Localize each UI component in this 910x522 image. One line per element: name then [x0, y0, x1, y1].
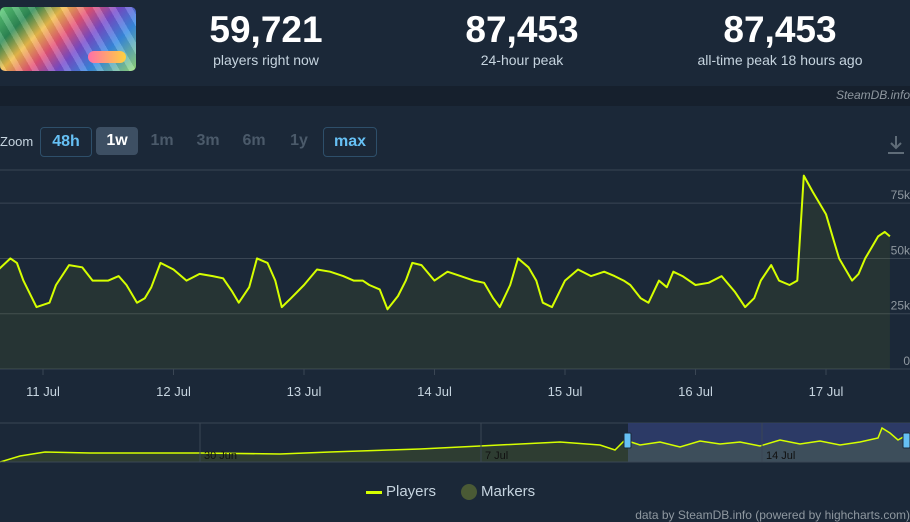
steamdb-credit-bottom[interactable]: data by SteamDB.info (powered by highcha… — [635, 508, 910, 522]
y-tick-label-2: 50k — [891, 243, 910, 257]
all-time-peak-label: all-time peak 18 hours ago — [697, 52, 863, 68]
header-divider-band — [0, 86, 910, 106]
y-tick-label-1: 25k — [891, 299, 910, 313]
x-tick-label-3: 14 Jul — [417, 384, 452, 399]
x-tick-label-1: 12 Jul — [156, 384, 191, 399]
navigator: 30 Jun 7 Jul 14 Jul — [0, 422, 910, 463]
peak-24h-value: 87,453 — [465, 9, 579, 50]
legend-players[interactable]: Players — [366, 483, 436, 500]
capsule-logo — [88, 51, 126, 63]
navigator-selected-range — [628, 423, 910, 462]
all-time-peak-value: 87,453 — [723, 9, 837, 50]
y-axis-ticks: 0 25k 50k 75k — [891, 188, 910, 368]
zoom-1y-button[interactable]: 1y — [290, 132, 308, 149]
legend-players-swatch — [366, 490, 382, 494]
series-players-line — [0, 174, 891, 311]
grid-lines — [0, 169, 910, 370]
x-tick-label-4: 15 Jul — [548, 384, 583, 399]
x-tick-label-2: 13 Jul — [287, 384, 322, 399]
x-tick-label-0: 11 Jul — [26, 384, 60, 399]
navigator-tick-label-2: 14 Jul — [766, 450, 795, 462]
zoom-48h-button[interactable]: 48h — [40, 127, 92, 157]
stats-header: 59,721 players right now 87,453 24-hour … — [0, 0, 910, 86]
zoom-max-button[interactable]: max — [323, 127, 377, 157]
navigator-handle-left[interactable] — [623, 432, 632, 449]
series-line — [0, 174, 891, 311]
zoom-6m-button[interactable]: 6m — [242, 132, 266, 149]
navigator-tick-label-1: 7 Jul — [485, 450, 508, 462]
y-tick-label-0: 0 — [903, 354, 910, 368]
legend-markers[interactable]: Markers — [461, 483, 536, 501]
current-players-label: players right now — [213, 52, 319, 68]
download-icon[interactable] — [886, 134, 906, 156]
steamdb-credit-top[interactable]: SteamDB.info — [835, 88, 910, 102]
legend-markers-swatch — [461, 484, 477, 501]
navigator-handle-right[interactable] — [902, 432, 910, 449]
navigator-tick-label-0: 30 Jun — [204, 450, 237, 462]
peak-24h-label: 24-hour peak — [480, 52, 564, 68]
game-capsule-image[interactable] — [0, 7, 136, 71]
legend-markers-label: Markers — [481, 483, 536, 500]
x-tick-label-6: 17 Jul — [809, 384, 844, 399]
zoom-label: Zoom — [0, 134, 34, 149]
zoom-3m-button[interactable]: 3m — [196, 132, 220, 149]
navigator-line — [0, 426, 910, 463]
peak-24h-stat: 87,453 24-hour peak — [430, 9, 614, 69]
zoom-1m-button[interactable]: 1m — [150, 132, 174, 149]
all-time-peak-stat: 87,453 all-time peak 18 hours ago — [680, 9, 880, 69]
zoom-1w-button[interactable]: 1w — [96, 127, 138, 155]
current-players-value: 59,721 — [209, 9, 323, 50]
y-tick-label-3: 75k — [891, 188, 910, 202]
x-tick-label-5: 16 Jul — [678, 384, 713, 399]
legend-players-label: Players — [386, 483, 437, 500]
series-area-path — [0, 175, 890, 369]
x-axis-ticks: 11 Jul 12 Jul 13 Jul 14 Jul 15 Jul 16 Jul 17 J… — [26, 369, 843, 399]
series-area — [0, 175, 890, 369]
current-players-stat: 59,721 players right now — [184, 9, 348, 69]
